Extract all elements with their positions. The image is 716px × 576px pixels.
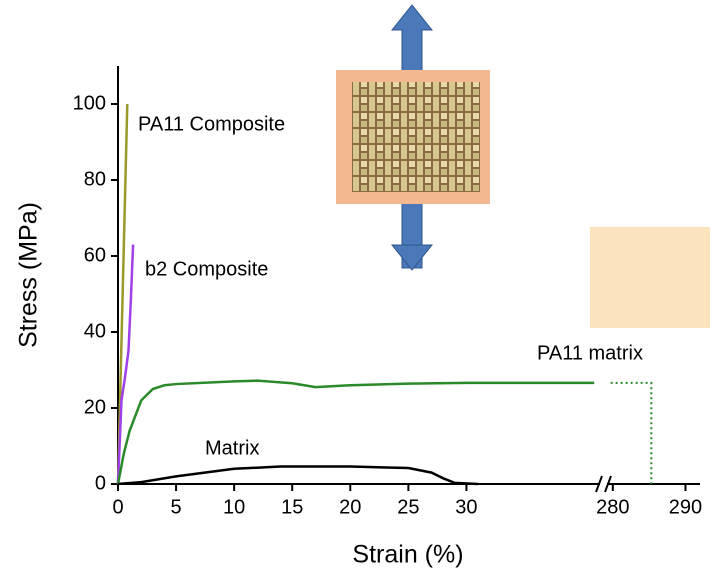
x-tick-label: 0: [112, 496, 123, 518]
x-tick-label: 20: [339, 496, 361, 518]
arrow-head: [390, 244, 434, 271]
series-label: PA11 Composite: [138, 113, 285, 135]
matrix-sample: [590, 227, 710, 328]
series-line: [117, 465, 479, 486]
y-tick-label: 80: [84, 168, 106, 190]
series-extension: [610, 381, 653, 484]
x-tick-label: 290: [669, 496, 702, 518]
series-line: [116, 244, 135, 485]
series-line: [116, 379, 595, 485]
x-tick-label: 25: [397, 496, 419, 518]
x-tick-label: 5: [171, 496, 182, 518]
axis-break: [604, 475, 612, 493]
x-tick-label: 30: [455, 496, 477, 518]
fabric-weave: [352, 82, 480, 192]
series-label: Matrix: [205, 437, 259, 459]
axis-break: [595, 475, 603, 493]
x-tick-label: 280: [596, 496, 629, 518]
y-tick-label: 100: [73, 92, 106, 114]
y-tick-label: 60: [84, 244, 106, 266]
y-tick-label: 20: [84, 396, 106, 418]
x-tick-label: 10: [223, 496, 245, 518]
series-label: b2 Composite: [145, 258, 268, 280]
y-axis-title: Stress (MPa): [15, 202, 43, 348]
y-tick-label: 0: [95, 472, 106, 494]
series-label: PA11 matrix: [537, 342, 643, 364]
x-tick-label: 15: [281, 496, 303, 518]
y-tick-label: 40: [84, 320, 106, 342]
specimen-illustration: [336, 4, 710, 328]
x-axis-title: Strain (%): [352, 541, 463, 569]
